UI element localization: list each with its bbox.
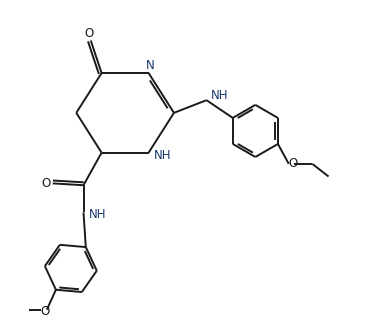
Text: O: O xyxy=(42,177,51,190)
Text: NH: NH xyxy=(154,149,171,162)
Text: NH: NH xyxy=(89,208,106,221)
Text: O: O xyxy=(84,27,94,41)
Text: O: O xyxy=(40,305,50,318)
Text: O: O xyxy=(288,157,298,170)
Text: N: N xyxy=(146,59,155,72)
Text: NH: NH xyxy=(210,89,228,102)
